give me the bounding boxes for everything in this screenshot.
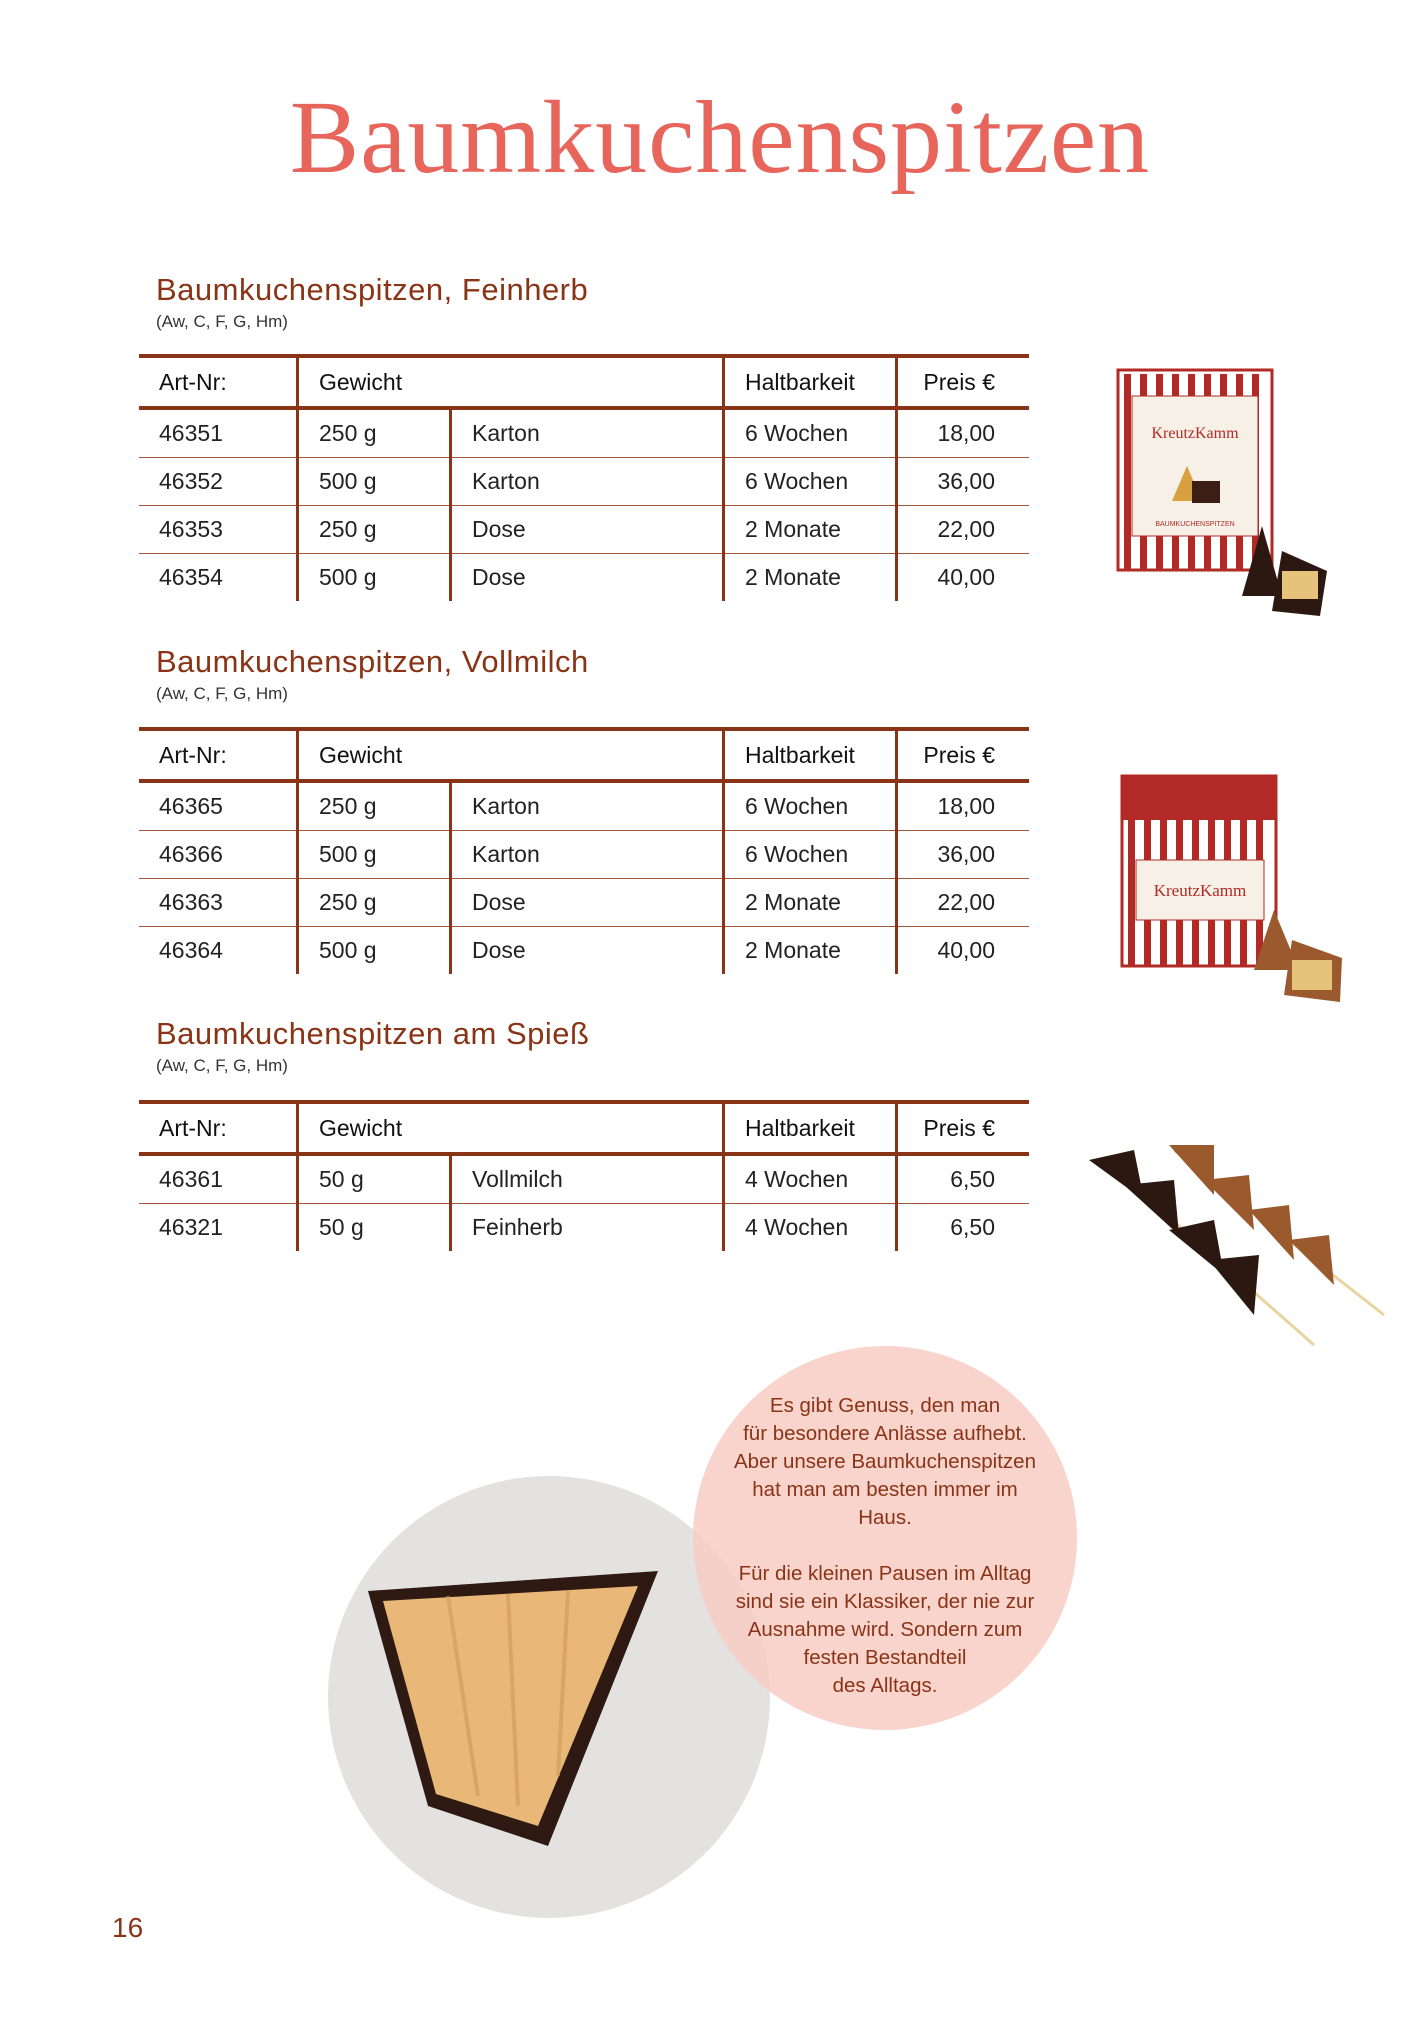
feinherb-box-image: KreutzKamm BAUMKUCHENSPITZEN [1116, 368, 1327, 616]
packaging: Dose [449, 505, 724, 554]
shelf-life: 6 Wochen [722, 830, 897, 879]
packaging: Karton [449, 781, 724, 831]
quote-paragraph-1: Es gibt Genuss, den man für besondere An… [734, 1394, 1036, 1529]
weight: 500 g [296, 830, 451, 879]
packaging: Karton [449, 830, 724, 879]
art-nr: 46366 [159, 841, 223, 867]
price: 22,00 [895, 505, 1029, 554]
col-gewicht: Gewicht [296, 1102, 724, 1154]
skewer-image [1089, 1145, 1385, 1347]
section-heading: Baumkuchenspitzen, Feinherb [156, 272, 589, 307]
col-haltbarkeit: Haltbarkeit [722, 356, 897, 408]
table-row: 46363 250 g Dose 2 Monate 22,00 [139, 878, 1029, 927]
col-gewicht: Gewicht [296, 729, 724, 781]
vollmilch-box-image: KreutzKamm [1120, 774, 1342, 1002]
col-gewicht: Gewicht [296, 356, 724, 408]
allergen-info: (Aw, C, F, G, Hm) [156, 312, 288, 331]
packaging: Feinherb [449, 1203, 724, 1251]
art-nr: 46361 [159, 1166, 223, 1192]
product-table: Art-Nr: Gewicht Haltbarkeit Preis € 4635… [139, 354, 1029, 601]
packaging: Dose [449, 926, 724, 974]
svg-text:BAUMKUCHENSPITZEN: BAUMKUCHENSPITZEN [1155, 521, 1234, 528]
packaging: Karton [449, 457, 724, 506]
art-nr: 46321 [159, 1214, 223, 1240]
table-row: 46352 500 g Karton 6 Wochen 36,00 [139, 457, 1029, 506]
weight: 500 g [296, 926, 451, 974]
brand-logo: KreutzKamm [1151, 425, 1239, 442]
art-nr: 46351 [159, 420, 223, 446]
section-heading: Baumkuchenspitzen, Vollmilch [156, 644, 589, 679]
price: 40,00 [895, 926, 1029, 974]
quote-paragraph-2: Für die kleinen Pausen im Alltag sind si… [735, 1562, 1035, 1697]
col-preis: Preis € [895, 356, 1029, 408]
page-title: Baumkuchenspitzen [289, 80, 1151, 195]
art-nr: 46353 [159, 516, 223, 542]
price: 18,00 [895, 781, 1029, 831]
shelf-life: 2 Monate [722, 553, 897, 601]
price: 36,00 [895, 457, 1029, 506]
price: 40,00 [895, 553, 1029, 601]
table-row: 46366 500 g Karton 6 Wochen 36,00 [139, 830, 1029, 879]
allergen-info: (Aw, C, F, G, Hm) [156, 684, 288, 703]
packaging: Vollmilch [449, 1154, 724, 1204]
shelf-life: 6 Wochen [722, 457, 897, 506]
shelf-life: 4 Wochen [722, 1154, 897, 1204]
price: 22,00 [895, 878, 1029, 927]
weight: 500 g [296, 553, 451, 601]
packaging: Dose [449, 878, 724, 927]
weight: 250 g [296, 781, 451, 831]
shelf-life: 2 Monate [722, 926, 897, 974]
svg-text:KreutzKamm: KreutzKamm [1154, 881, 1247, 900]
shelf-life: 6 Wochen [722, 781, 897, 831]
product-table: Art-Nr: Gewicht Haltbarkeit Preis € 4636… [139, 1100, 1029, 1251]
quote-circle [693, 1346, 1077, 1730]
art-nr: 46363 [159, 889, 223, 915]
product-table: Art-Nr: Gewicht Haltbarkeit Preis € 4636… [139, 727, 1029, 974]
section-heading: Baumkuchenspitzen am Spieß [156, 1016, 590, 1051]
table-row: 46365 250 g Karton 6 Wochen 18,00 [139, 781, 1029, 831]
price: 36,00 [895, 830, 1029, 879]
col-haltbarkeit: Haltbarkeit [722, 1102, 897, 1154]
col-preis: Preis € [895, 1102, 1029, 1154]
table-header: Art-Nr: Gewicht Haltbarkeit Preis € [139, 356, 1029, 408]
quote-text: Es gibt Genuss, den man für besondere An… [700, 1392, 1070, 1700]
art-nr: 46364 [159, 937, 223, 963]
col-preis: Preis € [895, 729, 1029, 781]
shelf-life: 2 Monate [722, 505, 897, 554]
price: 18,00 [895, 408, 1029, 458]
packaging: Karton [449, 408, 724, 458]
table-header: Art-Nr: Gewicht Haltbarkeit Preis € [139, 1102, 1029, 1154]
table-header: Art-Nr: Gewicht Haltbarkeit Preis € [139, 729, 1029, 781]
weight: 250 g [296, 878, 451, 927]
shelf-life: 6 Wochen [722, 408, 897, 458]
price: 6,50 [895, 1154, 1029, 1204]
weight: 50 g [296, 1203, 451, 1251]
weight: 250 g [296, 505, 451, 554]
table-row: 46354 500 g Dose 2 Monate 40,00 [139, 553, 1029, 601]
weight: 500 g [296, 457, 451, 506]
shelf-life: 2 Monate [722, 878, 897, 927]
col-artnr: Art-Nr: [159, 368, 227, 395]
shelf-life: 4 Wochen [722, 1203, 897, 1251]
page-number: 16 [112, 1912, 144, 1943]
price: 6,50 [895, 1203, 1029, 1251]
art-nr: 46365 [159, 793, 223, 819]
table-row: 46351 250 g Karton 6 Wochen 18,00 [139, 408, 1029, 458]
table-row: 46364 500 g Dose 2 Monate 40,00 [139, 926, 1029, 974]
art-nr: 46354 [159, 564, 223, 590]
col-haltbarkeit: Haltbarkeit [722, 729, 897, 781]
table-row: 46321 50 g Feinherb 4 Wochen 6,50 [139, 1203, 1029, 1251]
col-artnr: Art-Nr: [159, 1114, 227, 1141]
table-row: 46353 250 g Dose 2 Monate 22,00 [139, 505, 1029, 554]
weight: 250 g [296, 408, 451, 458]
art-nr: 46352 [159, 468, 223, 494]
allergen-info: (Aw, C, F, G, Hm) [156, 1056, 288, 1075]
packaging: Dose [449, 553, 724, 601]
weight: 50 g [296, 1154, 451, 1204]
table-row: 46361 50 g Vollmilch 4 Wochen 6,50 [139, 1154, 1029, 1204]
col-artnr: Art-Nr: [159, 741, 227, 768]
